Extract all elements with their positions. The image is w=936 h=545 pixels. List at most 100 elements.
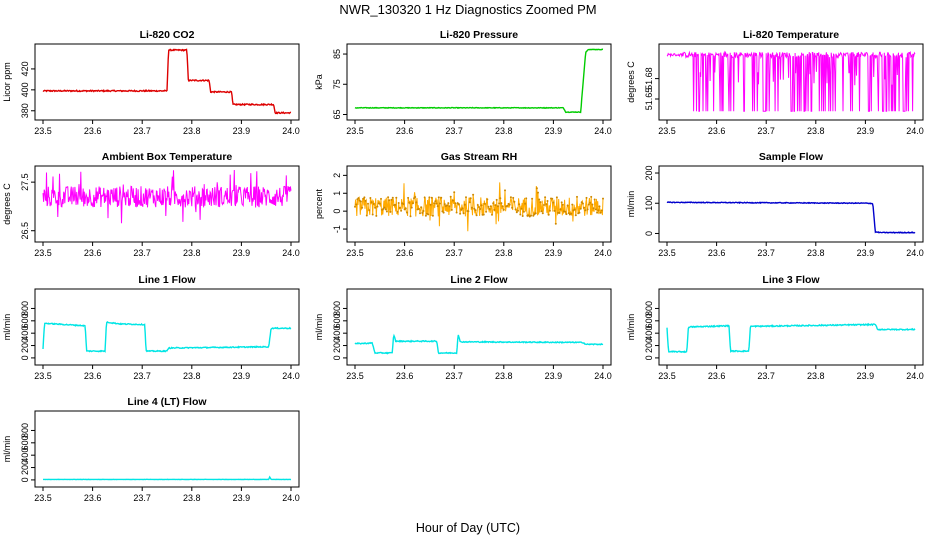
data-point [380,197,382,200]
x-tick-label: 23.6 [84,248,102,258]
data-point [355,203,358,206]
data-point [462,212,465,215]
data-point [367,202,369,205]
data-point [397,202,400,204]
plot-frame [34,410,300,488]
data-point [435,202,438,205]
data-point [587,203,590,206]
y-tick-label: 600 [644,313,654,328]
data-point [389,210,392,213]
data-point [459,212,462,215]
y-tick-label: 75 [332,79,342,89]
data-point [560,201,563,204]
data-point [370,201,373,204]
data-point [395,196,398,199]
plot-frame [346,165,612,243]
panel-line-1-flow: Line 1 Flow ml/min 23.5 23.6 23.7 23.8 23.9 24.… [2,274,300,381]
series-line [354,333,604,355]
series-line [666,322,916,354]
x-tick-label: 23.9 [233,248,251,258]
x-tick-label: 23.5 [346,126,364,136]
data-point [404,207,407,210]
data-point [554,222,557,225]
data-point [489,205,492,208]
panel-title: Li-820 Pressure [440,29,518,41]
x-tick-label: 23.8 [183,371,201,381]
data-point [511,206,514,209]
data-point [543,204,545,206]
data-point [422,210,425,212]
data-point [414,196,417,198]
data-point [407,196,410,199]
x-tick-label: 23.9 [233,126,251,136]
data-point [548,209,551,212]
x-tick-label: 23.5 [34,126,52,136]
data-point [390,198,393,201]
data-point [470,206,473,209]
series-line [42,169,292,224]
y-tick-label: 800 [332,301,342,316]
data-point [372,202,375,205]
y-axis-label: ml/min [2,436,12,463]
data-point [443,203,446,206]
y-tick-label: 400 [20,448,30,463]
data-point [428,196,431,199]
data-point [447,202,450,205]
data-point [500,202,503,205]
x-tick-label: 23.9 [857,371,875,381]
panel-line-2-flow: Line 2 Flow ml/min 23.5 23.6 23.7 23.8 23.9 24.… [314,274,612,381]
x-tick-label: 24.0 [594,126,612,136]
x-tick-label: 23.9 [857,248,875,258]
data-point [359,200,362,203]
data-point [514,208,517,211]
x-tick-label: 23.5 [658,126,676,136]
x-tick-label: 23.8 [807,248,825,258]
data-point [498,202,501,205]
plot-frame [34,43,300,121]
data-point [467,210,470,213]
y-tick-label: 200 [644,166,654,181]
data-point [480,204,483,207]
series-line [42,320,292,353]
data-point [402,203,405,205]
x-tick-label: 23.7 [757,126,775,136]
data-point [440,196,443,199]
y-axis-label: degrees C [626,61,636,103]
data-point [583,206,586,209]
data-point [476,204,479,206]
y-tick-label: 200 [332,338,342,353]
data-point [434,200,437,203]
data-point [599,211,602,214]
data-point [482,213,485,216]
x-tick-label: 23.7 [445,248,463,258]
data-point [374,206,377,209]
data-point [530,214,532,217]
y-tick-label: 100 [644,196,654,211]
series-line [666,50,916,112]
data-point [362,197,365,200]
data-point [598,205,601,208]
data-point [552,201,555,204]
data-point [424,214,427,217]
plot-frame [658,43,924,121]
x-tick-label: 23.7 [445,126,463,136]
data-point [553,209,556,212]
data-point [388,199,391,202]
data-point [364,199,367,202]
data-point [509,196,512,199]
x-tick-label: 23.7 [445,371,463,381]
data-point [479,208,482,210]
data-point [487,205,490,208]
panel-title: Line 3 Flow [762,274,820,286]
x-tick-label: 23.6 [84,371,102,381]
data-point [532,214,535,217]
panel-li-820-co2: Li-820 CO2 Licor ppm 23.5 23.6 23.7 23.8 23.9 2… [2,29,300,136]
data-point [474,209,477,212]
x-tick-label: 23.6 [708,371,726,381]
y-tick-label: 27.5 [20,173,30,191]
data-point [559,208,562,211]
data-point [545,203,548,206]
data-point [483,202,486,205]
y-tick-label: 0 [20,355,30,360]
data-point [519,213,522,216]
